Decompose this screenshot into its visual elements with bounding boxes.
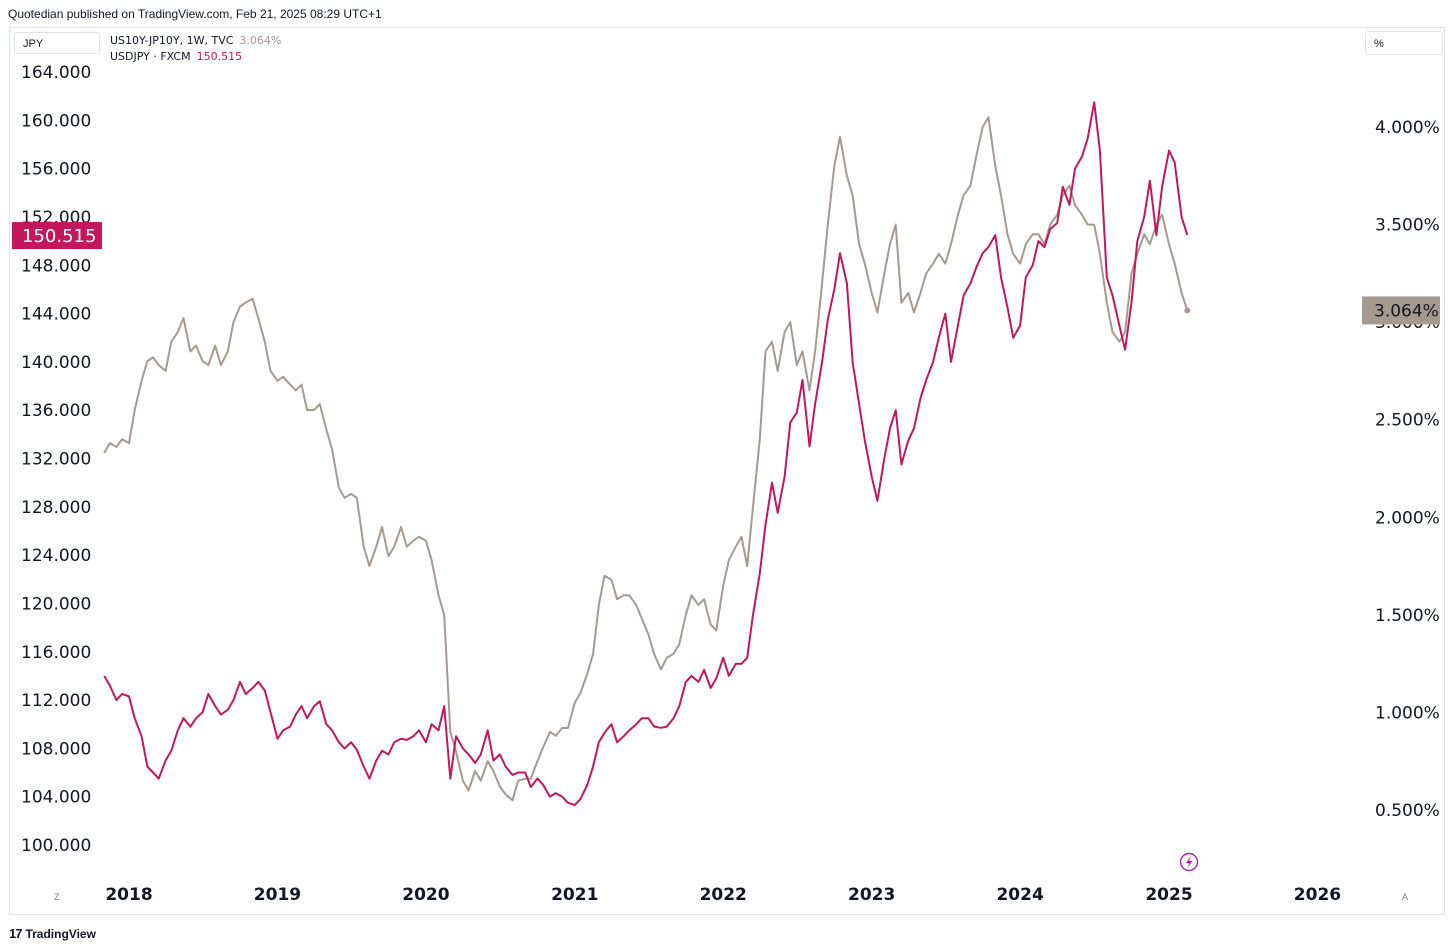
left-tick-label: 100.000 (21, 836, 91, 856)
time-axis: 2018 2019 2020 2021 2022 2023 2024 2025 2026 (105, 885, 1341, 905)
right-axis: 4.000%3.500%3.000%2.500%2.000%1.500%1.00… (1375, 118, 1440, 821)
right-tick-label: 1.500% (1375, 606, 1440, 626)
spread-last-badge (1362, 296, 1440, 325)
time-tick-label: 2018 (105, 885, 152, 905)
corner-z-button[interactable]: Z (54, 892, 60, 902)
usdjpy-last-value: 150.515 (22, 226, 96, 247)
right-unit-selector[interactable]: % (1365, 31, 1443, 55)
left-tick-label: 160.000 (21, 111, 91, 131)
legend-spread-value: 3.064% (239, 34, 282, 47)
left-tick-label: 148.000 (21, 256, 91, 276)
left-tick-label: 132.000 (21, 450, 91, 470)
publisher-header: Quotedian published on TradingView.com, … (8, 7, 382, 21)
lightning-icon[interactable] (1179, 852, 1199, 872)
right-tick-label: 2.000% (1375, 508, 1440, 528)
left-tick-label: 144.000 (21, 305, 91, 325)
right-tick-label: 3.500% (1375, 216, 1440, 236)
left-tick-label: 140.000 (21, 353, 91, 373)
legend-spread-label: US10Y-JP10Y, 1W, TVC (110, 34, 234, 47)
right-tick-label: 0.500% (1375, 801, 1440, 821)
time-tick-label: 2026 (1294, 885, 1341, 905)
time-tick-label: 2019 (254, 885, 301, 905)
time-tick-label: 2023 (848, 885, 895, 905)
corner-a-button[interactable]: A (1402, 892, 1409, 902)
tradingview-logo-icon: 17 (9, 926, 23, 941)
legend-usdjpy[interactable]: USDJPY · FXCM 150.515 (110, 50, 242, 63)
chart-frame[interactable] (9, 27, 1445, 915)
spread-series-line (103, 116, 1189, 802)
legend-spread[interactable]: US10Y-JP10Y, 1W, TVC 3.064% (110, 34, 281, 47)
left-unit-selector[interactable]: JPY (14, 32, 100, 54)
left-tick-label: 128.000 (21, 498, 91, 518)
usdjpy-last-badge (12, 222, 102, 250)
left-tick-label: 124.000 (21, 546, 91, 566)
left-tick-label: 120.000 (21, 594, 91, 614)
left-axis: 164.000160.000156.000152.000148.000144.0… (21, 63, 91, 856)
spread-last-value: 3.064% (1374, 301, 1439, 321)
right-tick-label: 2.500% (1375, 411, 1440, 431)
legend-usdjpy-label: USDJPY · FXCM (110, 50, 191, 63)
left-tick-label: 116.000 (21, 643, 91, 663)
right-tick-label: 1.000% (1375, 703, 1440, 723)
legend-usdjpy-value: 150.515 (196, 50, 243, 63)
usdjpy-series-line (103, 101, 1189, 807)
left-tick-label: 108.000 (21, 739, 91, 759)
left-tick-label: 136.000 (21, 401, 91, 421)
time-tick-label: 2024 (996, 885, 1043, 905)
tradingview-brand: TradingView (25, 926, 96, 941)
left-tick-label: 156.000 (21, 160, 91, 180)
spread-last-dot (1184, 307, 1191, 314)
series-lines (103, 101, 1189, 807)
tradingview-footer[interactable]: 17 TradingView (9, 926, 96, 941)
right-tick-label: 4.000% (1375, 118, 1440, 138)
time-tick-label: 2020 (402, 885, 449, 905)
last-value-labels: 3.064% 150.515 (12, 222, 1440, 325)
time-tick-label: 2022 (700, 885, 747, 905)
left-tick-label: 164.000 (21, 63, 91, 83)
left-tick-label: 104.000 (21, 788, 91, 808)
left-tick-label: 112.000 (21, 691, 91, 711)
time-tick-label: 2021 (551, 885, 598, 905)
time-tick-label: 2025 (1145, 885, 1192, 905)
